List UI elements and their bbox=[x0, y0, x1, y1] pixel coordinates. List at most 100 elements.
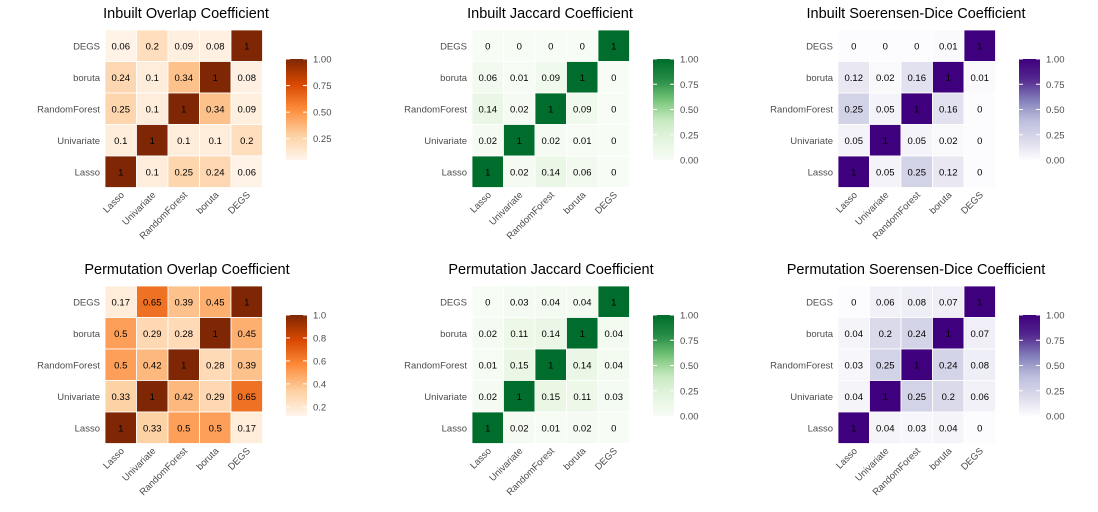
cell-value-label: 0.09 bbox=[238, 104, 257, 115]
legend-tick-label: 1.00 bbox=[1046, 311, 1065, 322]
row-label: Lasso bbox=[808, 423, 833, 434]
cell-value-label: 0 bbox=[611, 423, 616, 434]
row-label: boruta bbox=[440, 73, 468, 84]
heatmap-cell bbox=[597, 155, 630, 188]
cell-value-label: 0.09 bbox=[175, 41, 194, 52]
heatmap-cell bbox=[230, 317, 263, 350]
heatmap-cell bbox=[566, 380, 599, 413]
cell-value-label: 0.29 bbox=[143, 329, 162, 340]
column-label: boruta bbox=[195, 189, 222, 216]
cell-value-label: 0.34 bbox=[175, 73, 194, 84]
legend-tick-label: 0.00 bbox=[680, 156, 699, 167]
cell-value-label: 0.5 bbox=[209, 423, 222, 434]
row-label: boruta bbox=[73, 73, 101, 84]
row-label: Lasso bbox=[75, 167, 100, 178]
cell-value-label: 0.02 bbox=[479, 136, 498, 147]
row-label: RandomForest bbox=[770, 104, 833, 115]
heatmap-cell bbox=[566, 29, 599, 62]
heatmap-cell bbox=[503, 29, 536, 62]
cell-value-label: 0.11 bbox=[510, 329, 528, 340]
heatmap-cell bbox=[503, 380, 536, 413]
panel-title: Inbuilt Overlap Coefficient bbox=[103, 6, 269, 22]
row-label: DEGS bbox=[440, 297, 467, 308]
cell-value-label: 0.07 bbox=[971, 329, 990, 340]
heatmap-cell bbox=[869, 380, 902, 413]
heatmap-cell bbox=[900, 29, 933, 62]
row-label: RandomForest bbox=[404, 360, 467, 371]
cell-value-label: 1 bbox=[580, 73, 585, 84]
cell-value-label: 0.02 bbox=[479, 329, 498, 340]
cell-value-label: 0.08 bbox=[908, 297, 927, 308]
cell-value-label: 0 bbox=[485, 41, 490, 52]
legend-tick-label: 0.25 bbox=[1046, 386, 1065, 397]
panel-title: Inbuilt Soerensen-Dice Coefficient bbox=[807, 6, 1026, 22]
heatmap-cell bbox=[932, 411, 965, 444]
heatmap-cell bbox=[534, 285, 567, 318]
cell-value-label: 1 bbox=[517, 392, 522, 403]
cell-value-label: 0.01 bbox=[573, 136, 592, 147]
heatmap-cell bbox=[534, 155, 567, 188]
cell-value-label: 0.14 bbox=[573, 360, 592, 371]
cell-value-label: 0.1 bbox=[146, 167, 159, 178]
cell-value-label: 0.06 bbox=[971, 392, 990, 403]
heatmap-cell bbox=[932, 29, 965, 62]
legend-tick-label: 0.8 bbox=[313, 333, 326, 344]
cell-value-label: 0.25 bbox=[845, 104, 864, 115]
heatmap-cell bbox=[597, 411, 630, 444]
cell-value-label: 0 bbox=[548, 41, 553, 52]
cell-value-label: 0.2 bbox=[879, 329, 892, 340]
cell-value-label: 0.04 bbox=[845, 329, 864, 340]
legend-tick-label: 1.00 bbox=[313, 55, 332, 66]
heatmap-cell bbox=[837, 380, 870, 413]
cell-value-label: 0.02 bbox=[510, 104, 529, 115]
cell-value-label: 0.09 bbox=[542, 73, 561, 84]
heatmap-cell bbox=[136, 411, 169, 444]
heatmap-cell bbox=[566, 411, 599, 444]
cell-value-label: 0.05 bbox=[908, 136, 927, 147]
cell-value-label: 1 bbox=[977, 297, 982, 308]
cell-value-label: 0.14 bbox=[542, 329, 561, 340]
cell-value-label: 0.02 bbox=[939, 136, 958, 147]
column-label: Lasso bbox=[468, 446, 494, 472]
cell-value-label: 0.06 bbox=[573, 167, 592, 178]
cell-value-label: 1 bbox=[611, 41, 616, 52]
legend-tick-label: 0.6 bbox=[313, 356, 326, 367]
cell-value-label: 1 bbox=[213, 73, 218, 84]
heatmap-cell bbox=[199, 92, 232, 125]
heatmap-cell bbox=[167, 285, 200, 318]
row-label: DEGS bbox=[73, 297, 100, 308]
cell-value-label: 0.05 bbox=[876, 104, 895, 115]
heatmap-cell bbox=[230, 155, 263, 188]
legend-tick-label: 0.25 bbox=[680, 386, 699, 397]
cell-value-label: 1 bbox=[150, 392, 155, 403]
cell-value-label: 0.25 bbox=[908, 392, 927, 403]
cell-value-label: 0.1 bbox=[114, 136, 127, 147]
cell-value-label: 0.03 bbox=[845, 360, 864, 371]
cell-value-label: 0 bbox=[977, 167, 982, 178]
cell-value-label: 0 bbox=[851, 297, 856, 308]
cell-value-label: 1 bbox=[914, 104, 919, 115]
heatmap-cell bbox=[104, 155, 137, 188]
cell-value-label: 0.1 bbox=[177, 136, 190, 147]
cell-value-label: 0 bbox=[851, 41, 856, 52]
legend-tick-label: 0.25 bbox=[680, 130, 699, 141]
cell-value-label: 0 bbox=[517, 41, 522, 52]
cell-value-label: 0.02 bbox=[510, 423, 529, 434]
column-label: boruta bbox=[195, 445, 222, 472]
legend-tick-label: 0.00 bbox=[680, 412, 699, 423]
cell-value-label: 0.14 bbox=[479, 104, 498, 115]
heatmap-cell bbox=[230, 285, 263, 318]
legend-colorbar bbox=[1019, 315, 1040, 416]
cell-value-label: 1 bbox=[883, 136, 888, 147]
cell-value-label: 0 bbox=[580, 41, 585, 52]
heatmap-cell bbox=[963, 124, 996, 157]
heatmap-cell bbox=[503, 348, 536, 381]
cell-value-label: 0.07 bbox=[939, 297, 958, 308]
cell-value-label: 1 bbox=[213, 329, 218, 340]
heatmap-panel: Permutation Soerensen-Dice Coefficient 0 0… bbox=[770, 262, 1064, 498]
cell-value-label: 0 bbox=[914, 41, 919, 52]
heatmap-panel: Permutation Jaccard Coefficient 0 0.03 0.04… bbox=[404, 262, 698, 498]
heatmap-cell bbox=[230, 124, 263, 157]
cell-value-label: 1 bbox=[946, 73, 951, 84]
row-label: DEGS bbox=[806, 41, 833, 52]
